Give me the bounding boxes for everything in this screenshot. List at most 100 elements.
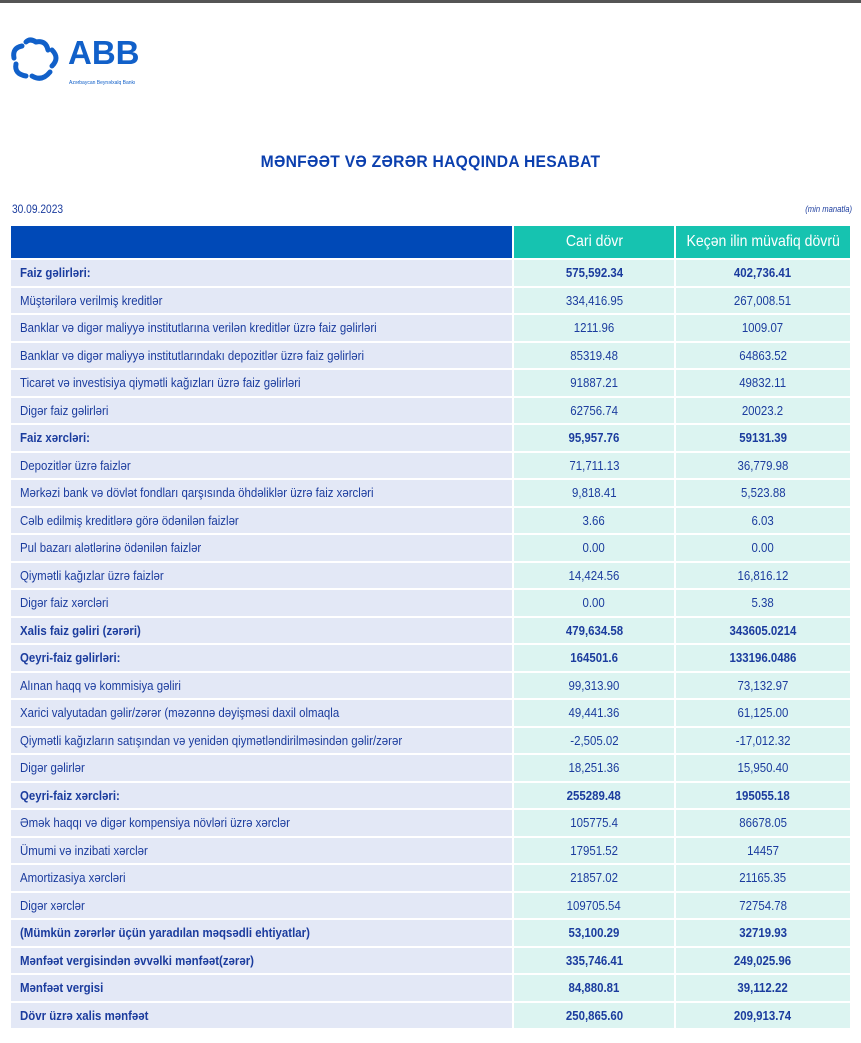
- table-row: Xalis faiz gəliri (zərəri) 479,634.58 3436…: [11, 617, 850, 643]
- table-row: Qeyri-faiz xərcləri: 255289.48 195055.18: [11, 782, 850, 808]
- row-label: Xalis faiz gəliri (zərəri): [11, 617, 513, 643]
- current-value: 91887.21: [514, 370, 674, 396]
- table-row: Qiymətli kağızların satışından və yenidə…: [11, 727, 850, 753]
- current-value: 53,100.29: [514, 920, 674, 946]
- current-value: 479,634.58: [514, 617, 674, 643]
- previous-value: 20023.2: [675, 397, 850, 423]
- previous-value: -17,012.32: [675, 727, 850, 753]
- previous-value: 267,008.51: [675, 287, 850, 313]
- current-value: 49,441.36: [514, 700, 674, 726]
- previous-value: 32719.93: [675, 920, 850, 946]
- previous-value: 1009.07: [675, 315, 850, 341]
- previous-value: 249,025.96: [675, 947, 850, 973]
- current-value: 62756.74: [514, 397, 674, 423]
- abb-swirl-icon: [11, 37, 59, 81]
- current-value: 255289.48: [514, 782, 674, 808]
- row-label: Dövr üzrə xalis mənfəət: [11, 1002, 513, 1028]
- table-row: Depozitlər üzrə faizlər 71,711.13 36,779.9…: [11, 452, 850, 478]
- row-label: Mənfəət vergisi: [11, 975, 513, 1001]
- row-label: Cəlb edilmiş kreditlərə görə ödənilən fa…: [11, 507, 513, 533]
- table-header: Cari dövr Keçən ilin müvafiq dövrü: [11, 226, 850, 258]
- table-row: Qiymətli kağızlar üzrə faizlər 14,424.56 1…: [11, 562, 850, 588]
- row-label: Əmək haqqı və digər kompensiya növləri ü…: [11, 810, 513, 836]
- header-current-period: Cari dövr: [514, 226, 674, 258]
- current-value: 14,424.56: [514, 562, 674, 588]
- row-label: Digər gəlirlər: [11, 755, 513, 781]
- current-value: 95,957.76: [514, 425, 674, 451]
- table-row: Müştərilərə verilmiş kreditlər 334,416.95…: [11, 287, 850, 313]
- table-row: Alınan haqq və kommisiya gəliri 99,313.90…: [11, 672, 850, 698]
- report-date: 30.09.2023: [12, 202, 64, 216]
- logo-text: ABB: [68, 34, 140, 71]
- previous-value: 5.38: [675, 590, 850, 616]
- row-label: Banklar və digər maliyyə institutlarında…: [11, 342, 513, 368]
- previous-value: 59131.39: [675, 425, 850, 451]
- current-value: 3.66: [514, 507, 674, 533]
- header-previous-period: Keçən ilin müvafiq dövrü: [675, 226, 850, 258]
- current-value: 164501.6: [514, 645, 674, 671]
- table-row: Qeyri-faiz gəlirləri: 164501.6 133196.0486: [11, 645, 850, 671]
- previous-value: 195055.18: [675, 782, 850, 808]
- page-title: MƏNFƏƏT VƏ ZƏRƏR HAQQINDA HESABAT: [260, 152, 601, 171]
- table-row: Ticarət və investisiya qiymətli kağızlar…: [11, 370, 850, 396]
- table-row: Banklar və digər maliyyə institutlarına …: [11, 315, 850, 341]
- previous-value: 72754.78: [675, 892, 850, 918]
- previous-value: 16,816.12: [675, 562, 850, 588]
- row-label: Alınan haqq və kommisiya gəliri: [11, 672, 513, 698]
- table-row: Dövr üzrə xalis mənfəət 250,865.60 209,913…: [11, 1002, 850, 1028]
- row-label: Mərkəzi bank və dövlət fondları qarşısın…: [11, 480, 513, 506]
- previous-value: 86678.05: [675, 810, 850, 836]
- table-row: Pul bazarı alətlərinə ödənilən faizlər 0.…: [11, 535, 850, 561]
- previous-value: 5,523.88: [675, 480, 850, 506]
- current-value: 99,313.90: [514, 672, 674, 698]
- previous-value: 6.03: [675, 507, 850, 533]
- row-label: Qiymətli kağızlar üzrə faizlər: [11, 562, 513, 588]
- current-value: 105775.4: [514, 810, 674, 836]
- row-label: Ticarət və investisiya qiymətli kağızlar…: [11, 370, 513, 396]
- current-value: 334,416.95: [514, 287, 674, 313]
- income-statement-table: Cari dövr Keçən ilin müvafiq dövrü Faiz …: [9, 224, 852, 1030]
- table-row: Faiz gəlirləri: 575,592.34 402,736.41: [11, 260, 850, 286]
- row-label: Faiz gəlirləri:: [11, 260, 513, 286]
- current-value: 85319.48: [514, 342, 674, 368]
- previous-value: 133196.0486: [675, 645, 850, 671]
- current-value: 84,880.81: [514, 975, 674, 1001]
- top-border: [0, 0, 861, 3]
- previous-value: 402,736.41: [675, 260, 850, 286]
- previous-value: 39,112.22: [675, 975, 850, 1001]
- unit-note: (min manatla): [805, 204, 852, 214]
- previous-value: 343605.0214: [675, 617, 850, 643]
- previous-value: 36,779.98: [675, 452, 850, 478]
- table-row: (Mümkün zərərlər üçün yaradılan məqsədli…: [11, 920, 850, 946]
- previous-value: 64863.52: [675, 342, 850, 368]
- previous-value: 14457: [675, 837, 850, 863]
- current-value: 17951.52: [514, 837, 674, 863]
- row-label: Digər faiz gəlirləri: [11, 397, 513, 423]
- row-label: Qeyri-faiz gəlirləri:: [11, 645, 513, 671]
- table-row: Digər faiz gəlirləri 62756.74 20023.2: [11, 397, 850, 423]
- previous-value: 21165.35: [675, 865, 850, 891]
- row-label: (Mümkün zərərlər üçün yaradılan məqsədli…: [11, 920, 513, 946]
- table-row: Digər gəlirlər 18,251.36 15,950.40: [11, 755, 850, 781]
- table-row: Amortizasiya xərcləri 21857.02 21165.35: [11, 865, 850, 891]
- previous-value: 15,950.40: [675, 755, 850, 781]
- row-label: Digər faiz xərcləri: [11, 590, 513, 616]
- table-row: Mənfəət vergisi 84,880.81 39,112.22: [11, 975, 850, 1001]
- row-label: Pul bazarı alətlərinə ödənilən faizlər: [11, 535, 513, 561]
- previous-value: 49832.11: [675, 370, 850, 396]
- table-row: Faiz xərcləri: 95,957.76 59131.39: [11, 425, 850, 451]
- current-value: 0.00: [514, 590, 674, 616]
- row-label: Müştərilərə verilmiş kreditlər: [11, 287, 513, 313]
- row-label: Faiz xərcləri:: [11, 425, 513, 451]
- current-value: 21857.02: [514, 865, 674, 891]
- row-label: Qiymətli kağızların satışından və yenidə…: [11, 727, 513, 753]
- row-label: Qeyri-faiz xərcləri:: [11, 782, 513, 808]
- header-blank: [11, 226, 513, 258]
- current-value: 575,592.34: [514, 260, 674, 286]
- current-value: 250,865.60: [514, 1002, 674, 1028]
- table-row: Mərkəzi bank və dövlət fondları qarşısın…: [11, 480, 850, 506]
- table-row: Xarici valyutadan gəlir/zərər (məzənnə d…: [11, 700, 850, 726]
- current-value: 1211.96: [514, 315, 674, 341]
- row-label: Mənfəət vergisindən əvvəlki mənfəət(zərə…: [11, 947, 513, 973]
- current-value: 18,251.36: [514, 755, 674, 781]
